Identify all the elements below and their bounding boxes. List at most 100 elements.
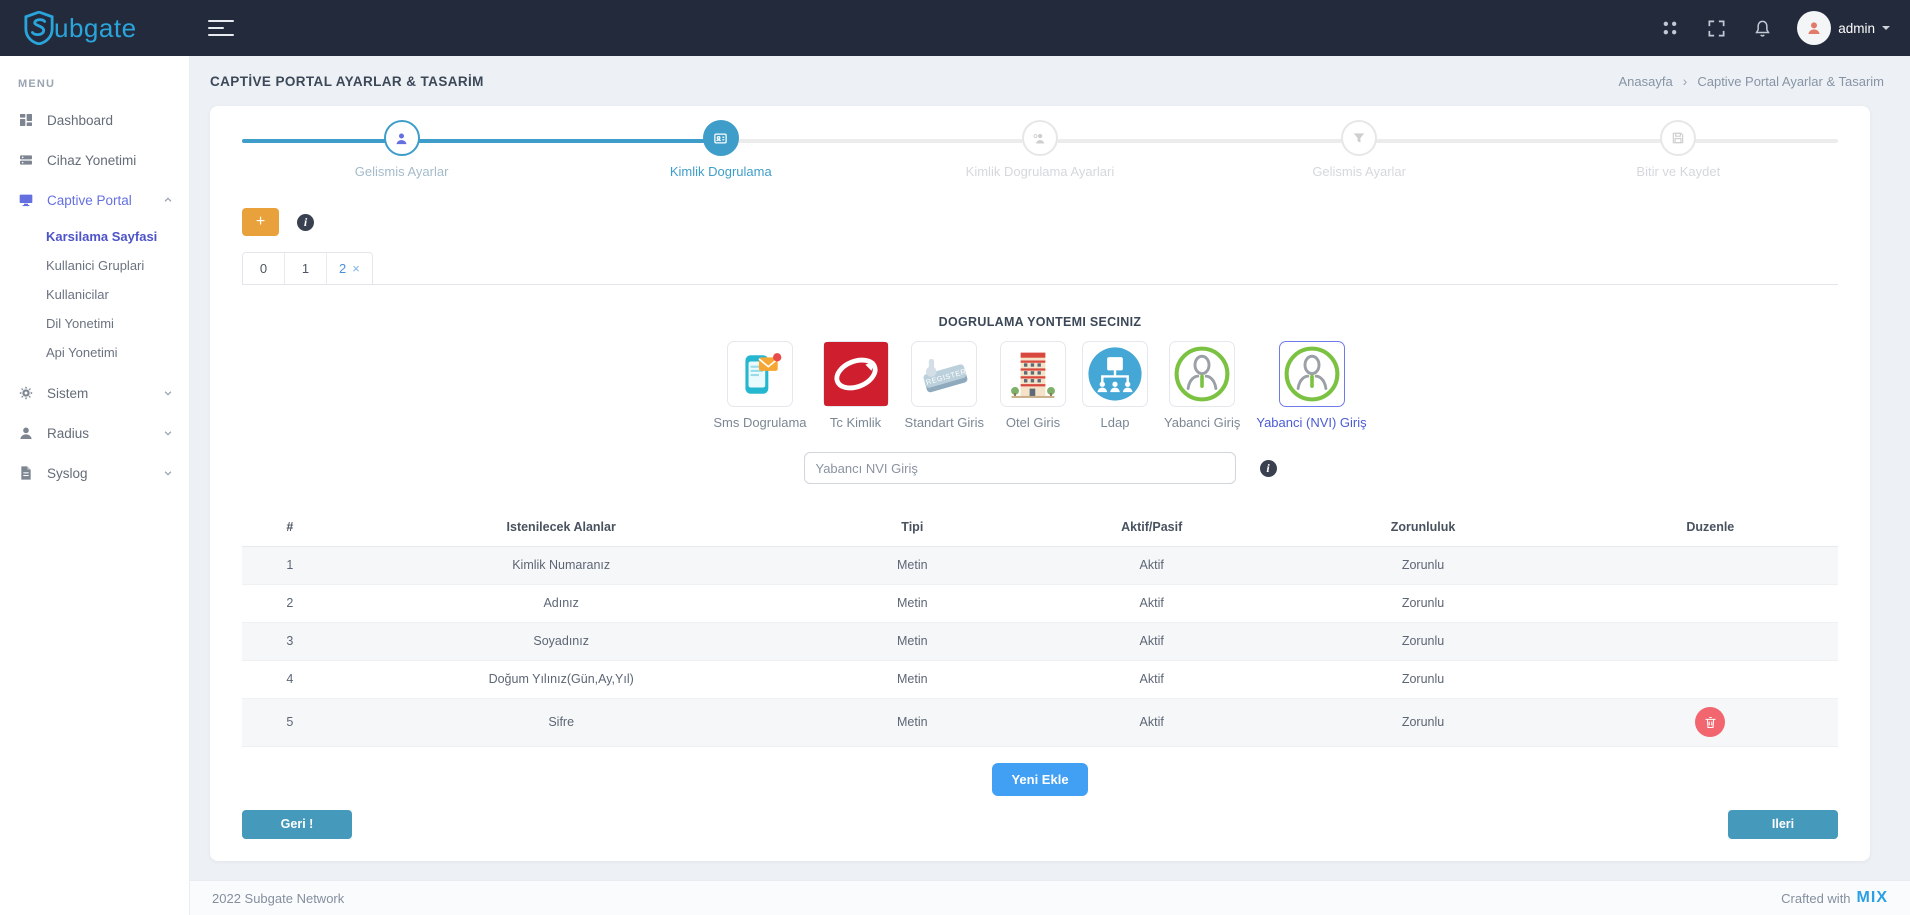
sidebar-subitem-dil-yonetimi[interactable]: Dil Yonetimi [0,309,189,338]
cell-status: Aktif [1039,622,1264,661]
method-tc-kimlik[interactable]: Tc Kimlik [822,341,889,430]
subitem-label: Karsilama Sayfasi [46,229,158,244]
add-profile-button[interactable]: + [242,208,279,236]
cell-edit [1582,622,1838,661]
delete-row-button[interactable] [1695,707,1726,737]
method-ldap[interactable]: Ldap [1082,341,1149,430]
cell-field: Doğum Yılınız(Gün,Ay,Yıl) [337,660,785,699]
apps-icon[interactable] [1659,17,1681,39]
cell-status: Aktif [1039,546,1264,585]
cell-field: Sifre [337,698,785,747]
file-icon [18,465,35,482]
sidebar-subitem-karsilama-sayfasi[interactable]: Karsilama Sayfasi [0,222,189,251]
sidebar-item-cihaz-yonetimi[interactable]: Cihaz Yonetimi [0,140,189,180]
main-content: CAPTİVE PORTAL AYARLAR & TASARİM Anasayf… [190,0,1910,861]
table-header-row: # Istenilecek Alanlar Tipi Aktif/Pasif Z… [242,508,1838,547]
cell-type: Metin [784,584,1040,623]
cell-field: Kimlik Numaranız [337,546,785,585]
method-otel-giris[interactable]: Otel Giris [1000,341,1067,430]
close-tab-icon[interactable]: × [352,261,360,276]
breadcrumb-separator: › [1682,73,1688,89]
logo-text: ubgate [54,12,137,43]
sidebar-subitem-api-yonetimi[interactable]: Api Yonetimi [0,338,189,367]
back-button[interactable]: Geri ! [242,809,352,839]
step-circle[interactable] [1660,120,1697,156]
footer-copyright: 2022 Subgate Network [212,890,345,906]
hotel-icon [1000,341,1067,407]
tab-label: 2 [339,261,347,276]
notifications-bell-icon[interactable] [1751,17,1773,39]
column-header-required: Zorunluluk [1263,508,1583,547]
sidebar-subitem-kullanici-gruplari[interactable]: Kullanici Gruplari [0,251,189,280]
footer: 2022 Subgate Network Crafted with MIX [190,880,1910,915]
methods-title: DOGRULAMA YONTEMI SECINIZ [938,315,1142,329]
mix-logo[interactable]: MIX [1856,889,1888,906]
breadcrumb-current: Captive Portal Ayarlar & Tasarim [1697,73,1884,89]
sidebar-item-syslog[interactable]: Syslog [0,453,189,493]
avatar [1797,11,1832,45]
subitem-label: Kullanicilar [46,287,109,302]
fields-table: # Istenilecek Alanlar Tipi Aktif/Pasif Z… [242,508,1838,747]
method-label: Yabanci Giriş [1164,415,1241,430]
chevron-down-icon [1882,26,1890,30]
tab-2[interactable]: 2 × [327,253,372,284]
sidebar-item-captive-portal[interactable]: Captive Portal [0,180,189,220]
method-yabanci-nvi-giris[interactable]: Yabanci (NVI) Giriş [1256,341,1367,430]
cell-no: 5 [242,698,338,747]
user-menu[interactable]: admin [1797,11,1890,45]
chevron-down-icon [163,426,173,441]
sidebar-item-dashboard[interactable]: Dashboard [0,100,189,140]
tab-label: 0 [259,261,268,276]
menu-toggle-icon[interactable] [208,18,234,38]
cell-field: Soyadınız [337,622,785,661]
step-circle[interactable] [702,120,739,156]
method-standart-giris[interactable]: REGISTER Standart Giris [905,341,984,430]
step-gelismis-ayarlar-1: Gelismis Ayarlar [242,120,561,179]
step-label: Gelismis Ayarlar [1312,164,1406,179]
method-yabanci-giris[interactable]: Yabanci Giriş [1164,341,1240,430]
sidebar-item-sistem[interactable]: Sistem [0,373,189,413]
step-circle[interactable] [1021,120,1058,156]
table-row: 5 Sifre Metin Aktif Zorunlu [242,698,1838,747]
foreign-user-icon [1278,341,1345,407]
step-circle[interactable] [1341,120,1378,156]
subitem-label: Api Yonetimi [46,345,118,360]
sidebar-item-radius[interactable]: Radius [0,413,189,453]
sidebar-item-label: Syslog [47,465,88,481]
fullscreen-icon[interactable] [1705,17,1727,39]
cell-no: 4 [242,660,338,699]
column-header-no: # [242,508,338,547]
cell-no: 1 [242,546,338,585]
cell-required: Zorunlu [1263,584,1583,623]
wizard-card: Gelismis Ayarlar Kimlik Dogrulama Kimlik… [210,106,1870,861]
tab-1[interactable]: 1 [285,253,327,284]
captive-portal-submenu: Karsilama Sayfasi Kullanici Gruplari Kul… [0,220,189,373]
method-name-input[interactable] [803,452,1236,484]
info-icon[interactable]: i [1259,459,1277,477]
method-label: Otel Giris [1005,415,1061,430]
info-icon[interactable]: i [297,213,314,231]
cell-required: Zorunlu [1263,622,1583,661]
next-button[interactable]: Ileri [1728,809,1838,839]
sidebar: MENU Dashboard Cihaz Yonetimi Captive Po… [0,56,190,915]
table-row: 3 Soyadınız Metin Aktif Zorunlu [242,622,1838,661]
user-settings-icon [1033,133,1045,143]
gear-icon [18,385,35,402]
step-circle[interactable] [383,120,420,156]
step-label: Kimlik Dogrulama [669,164,772,179]
step-bitir-ve-kaydet: Bitir ve Kaydet [1519,120,1838,179]
wizard-stepper: Gelismis Ayarlar Kimlik Dogrulama Kimlik… [242,120,1838,196]
user-icon [18,425,35,442]
breadcrumb-home[interactable]: Anasayfa [1618,73,1673,89]
tab-0[interactable]: 0 [243,253,285,284]
method-sms-dogrulama[interactable]: Sms Dogrulama [713,341,807,430]
username-label: admin [1838,20,1875,36]
cell-edit [1582,660,1838,699]
edevlet-icon [822,341,889,407]
topbar: ubgate admin [0,0,1910,56]
stepper-remaining-line [720,139,1838,143]
sidebar-subitem-kullanicilar[interactable]: Kullanicilar [0,280,189,309]
add-field-button[interactable]: Yeni Ekle [992,762,1088,796]
save-icon [1673,132,1684,144]
subgate-logo[interactable]: ubgate [0,0,190,56]
